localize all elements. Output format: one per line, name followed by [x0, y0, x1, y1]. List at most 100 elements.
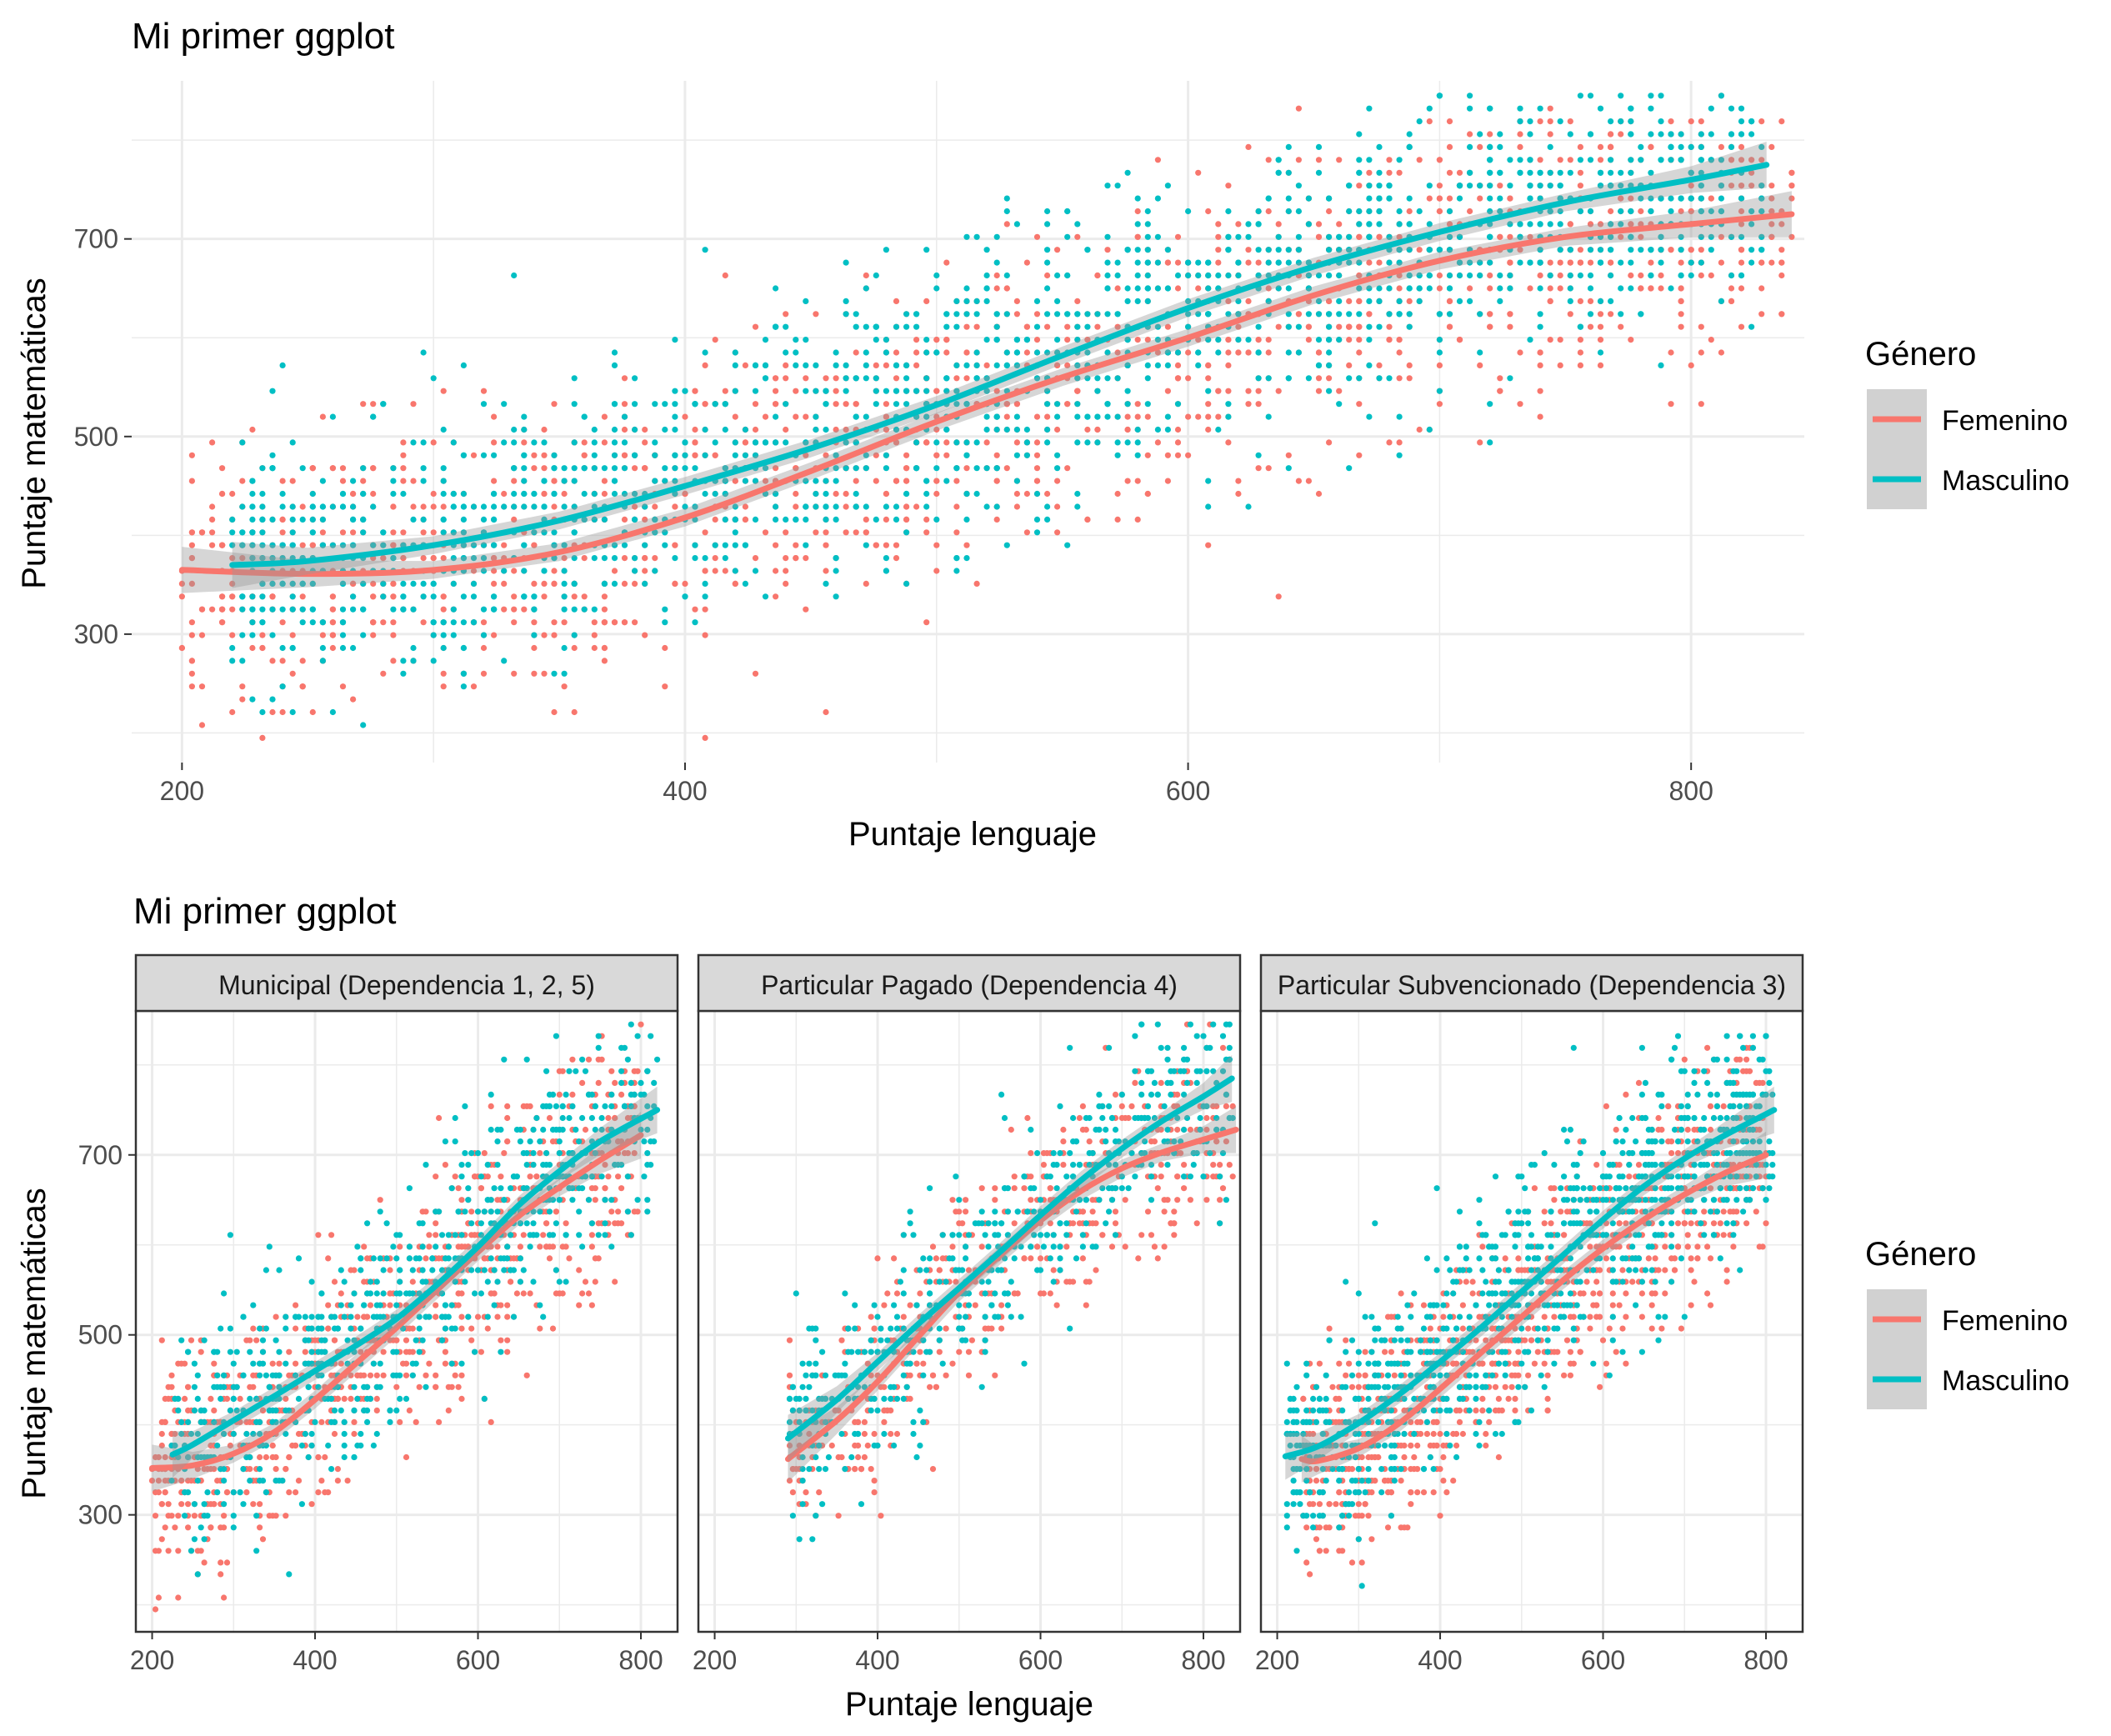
top-masculino-point [923, 337, 930, 343]
top-femenino-point [1164, 452, 1171, 458]
top-femenino-point [893, 478, 900, 484]
top-masculino-point [541, 478, 548, 484]
top-masculino-point [450, 503, 457, 510]
top-masculino-point [1134, 298, 1141, 304]
facet-0-femenino-point [588, 1302, 596, 1308]
facet-0-masculino-point [488, 1255, 494, 1262]
top-masculino-point [1144, 362, 1151, 368]
facet-0-masculino-point [442, 1325, 449, 1332]
top-femenino-point [1748, 169, 1755, 176]
facet-0-femenino-point [152, 1606, 159, 1613]
top-masculino-point [1467, 169, 1473, 176]
facet-0-masculino-point [348, 1313, 354, 1320]
facet-0-masculino-point [517, 1138, 524, 1145]
top-masculino-point [1245, 221, 1252, 228]
top-femenino-point [682, 413, 688, 420]
top-masculino-point [963, 298, 970, 304]
top-masculino-point [1396, 221, 1403, 228]
top-femenino-point [642, 465, 648, 472]
top-masculino-point [632, 452, 638, 458]
top-masculino-point [279, 362, 286, 368]
top-masculino-point [1326, 247, 1333, 253]
facet-0-masculino-point [576, 1208, 583, 1215]
top-legend-label-femenino: Femenino [1942, 405, 2068, 437]
top-masculino-point [1537, 169, 1543, 176]
top-masculino-point [823, 478, 829, 484]
top-masculino-point [430, 632, 437, 638]
top-masculino-point [1638, 143, 1644, 150]
top-masculino-point [973, 349, 980, 356]
facet-0-masculino-point [602, 1220, 608, 1227]
top-masculino-point [1305, 375, 1312, 382]
top-masculino-point [1205, 285, 1212, 292]
top-femenino-point [943, 337, 950, 343]
top-masculino-point [1728, 105, 1735, 112]
top-masculino-point [229, 529, 236, 536]
top-femenino-point [309, 465, 316, 472]
top-femenino-point [1174, 439, 1182, 446]
top-masculino-point [983, 247, 990, 253]
top-masculino-point [1084, 413, 1091, 420]
top-femenino-point [1235, 478, 1242, 484]
top-femenino-point [993, 478, 1000, 484]
facet-0-femenino-point [612, 1278, 618, 1285]
facet-0-masculino-point [445, 1232, 452, 1238]
top-masculino-point [1658, 131, 1664, 138]
top-femenino-point [1456, 337, 1463, 343]
top-femenino-point [259, 734, 266, 742]
top-masculino-point [259, 503, 266, 510]
facet-0-masculino-point [445, 1313, 452, 1320]
top-femenino-point [531, 670, 538, 677]
top-masculino-point [521, 542, 528, 548]
top-masculino-point [541, 529, 548, 536]
facet-0-femenino-point [221, 1594, 228, 1601]
top-masculino-point [843, 375, 849, 382]
top-masculino-point [933, 285, 940, 292]
top-masculino-point [883, 568, 889, 574]
top-femenino-point [1678, 285, 1684, 292]
top-masculino-point [430, 593, 437, 600]
top-masculino-point [903, 401, 910, 408]
top-femenino-point [1537, 157, 1543, 163]
top-femenino-point [1305, 337, 1312, 343]
facet-0-masculino-point [465, 1313, 472, 1320]
top-masculino-point [1315, 143, 1323, 150]
top-masculino-point [1698, 233, 1704, 240]
facet-0-femenino-point [218, 1559, 224, 1566]
facet-0-masculino-point [370, 1360, 377, 1367]
top-femenino-point [430, 490, 437, 498]
top-femenino-point [1758, 118, 1765, 125]
top-femenino-point [1134, 401, 1141, 408]
top-femenino-point [933, 426, 940, 433]
top-femenino-point [1023, 529, 1030, 536]
top-femenino-point [1144, 337, 1151, 343]
top-masculino-point [350, 503, 357, 510]
top-femenino-point [329, 619, 336, 626]
top-masculino-point [843, 388, 849, 394]
top-masculino-point [963, 233, 970, 240]
top-masculino-point [883, 555, 889, 562]
top-femenino-point [1547, 118, 1553, 125]
top-femenino-point [1688, 247, 1694, 253]
top-masculino-point [350, 478, 357, 484]
top-femenino-point [319, 529, 326, 536]
top-femenino-point [943, 439, 950, 446]
top-masculino-point [1497, 195, 1503, 202]
facet-0-masculino-point [194, 1478, 201, 1484]
top-femenino-point [1678, 259, 1684, 266]
top-masculino-point [1497, 285, 1503, 292]
top-femenino-point [581, 439, 588, 446]
facet-0-femenino-point [315, 1453, 322, 1461]
top-femenino-point [561, 619, 568, 626]
top-femenino-point [1326, 439, 1333, 446]
top-masculino-point [400, 490, 407, 498]
top-masculino-point [1044, 439, 1051, 446]
top-femenino-point [1164, 478, 1171, 484]
top-masculino-point [1013, 349, 1020, 356]
facet-0-masculino-point [393, 1348, 400, 1355]
top-masculino-point [279, 555, 286, 562]
top-masculino-point [993, 337, 1000, 343]
facet-0-masculino-point [221, 1478, 228, 1484]
top-femenino-point [370, 580, 377, 588]
top-femenino-point [1416, 426, 1423, 433]
